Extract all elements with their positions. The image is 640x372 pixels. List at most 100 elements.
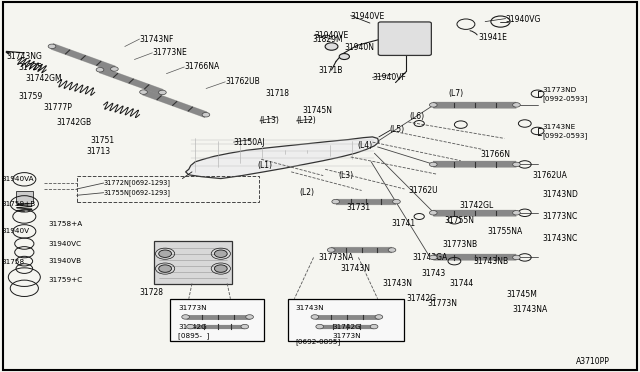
Circle shape <box>140 90 147 94</box>
Text: 31725: 31725 <box>18 63 42 72</box>
Circle shape <box>328 248 335 252</box>
Text: 31940VF: 31940VF <box>372 73 406 82</box>
Circle shape <box>202 112 210 117</box>
Text: (L5): (L5) <box>389 125 404 134</box>
Bar <box>170 299 264 341</box>
Text: 3171B: 3171B <box>319 66 343 75</box>
Text: 31755N: 31755N <box>445 216 475 225</box>
Circle shape <box>96 68 104 72</box>
Text: 31941E: 31941E <box>479 33 508 42</box>
Text: 31777P: 31777P <box>44 103 72 112</box>
Text: 31762U: 31762U <box>408 186 438 195</box>
Text: 31940VC: 31940VC <box>48 241 81 247</box>
Text: [0692-0895]: [0692-0895] <box>296 338 341 345</box>
Text: 31743NC: 31743NC <box>543 234 578 243</box>
Polygon shape <box>186 137 379 179</box>
Text: 31743NF: 31743NF <box>140 35 174 44</box>
Text: [0992-0593]: [0992-0593] <box>543 95 588 102</box>
Text: 31150AJ: 31150AJ <box>234 138 265 147</box>
Circle shape <box>332 199 339 204</box>
Text: (L2): (L2) <box>300 188 314 197</box>
Text: 31773ND: 31773ND <box>543 87 577 93</box>
Text: 31755NA: 31755NA <box>488 227 523 236</box>
Bar <box>77 176 259 202</box>
Text: 31773N: 31773N <box>428 299 458 308</box>
Text: 31713: 31713 <box>86 147 111 156</box>
Circle shape <box>429 255 437 260</box>
Text: 31773NA: 31773NA <box>319 253 354 262</box>
Text: (L6): (L6) <box>410 112 425 121</box>
Text: 31743NG: 31743NG <box>6 52 42 61</box>
Text: 31773N: 31773N <box>178 305 207 311</box>
Text: 31745N: 31745N <box>302 106 332 115</box>
Circle shape <box>513 162 520 167</box>
Text: 31743N: 31743N <box>383 279 413 288</box>
Circle shape <box>159 90 166 94</box>
Circle shape <box>311 315 319 319</box>
Text: 31751: 31751 <box>91 136 115 145</box>
Text: 31773N: 31773N <box>333 333 362 339</box>
Text: 31743: 31743 <box>421 269 445 278</box>
Bar <box>288 299 404 341</box>
Circle shape <box>325 43 338 50</box>
Circle shape <box>513 255 520 260</box>
Circle shape <box>339 54 349 60</box>
Circle shape <box>429 162 437 167</box>
Text: 31742G: 31742G <box>406 294 436 303</box>
Circle shape <box>375 315 383 319</box>
Text: 31772N[0692-1293]: 31772N[0692-1293] <box>104 180 171 186</box>
Text: 31773NC: 31773NC <box>543 212 578 221</box>
Circle shape <box>159 265 172 272</box>
Circle shape <box>214 265 227 272</box>
Text: 31755N[0692-1293]: 31755N[0692-1293] <box>104 189 171 196</box>
FancyBboxPatch shape <box>378 22 431 55</box>
Text: 31744: 31744 <box>449 279 474 288</box>
Text: 31940N: 31940N <box>344 43 374 52</box>
Text: (L3): (L3) <box>338 171 353 180</box>
Text: 31731: 31731 <box>347 203 371 212</box>
Circle shape <box>159 250 172 257</box>
Text: [0895-  ]: [0895- ] <box>178 332 209 339</box>
Text: 31940V: 31940V <box>1 228 29 234</box>
Text: 31743NE: 31743NE <box>543 124 576 130</box>
Text: 31762UA: 31762UA <box>532 171 567 180</box>
Text: 31758+A: 31758+A <box>48 221 83 227</box>
Bar <box>16 191 33 203</box>
Circle shape <box>513 103 520 107</box>
Text: 31758: 31758 <box>1 259 24 265</box>
Text: 31743N: 31743N <box>340 264 371 273</box>
Text: 31773NE: 31773NE <box>152 48 187 57</box>
Text: 31743N: 31743N <box>296 305 324 311</box>
Text: A3710PP: A3710PP <box>576 357 610 366</box>
Circle shape <box>187 324 195 329</box>
Text: 31773NB: 31773NB <box>443 240 478 249</box>
Text: 31766N: 31766N <box>480 150 510 159</box>
Circle shape <box>429 103 437 107</box>
FancyBboxPatch shape <box>154 241 232 284</box>
Circle shape <box>111 67 118 71</box>
Text: 31743ND: 31743ND <box>543 190 579 199</box>
Text: (L7): (L7) <box>448 89 463 98</box>
Text: 31940VG: 31940VG <box>506 15 541 24</box>
Text: (L4): (L4) <box>357 141 372 150</box>
Text: 31745M: 31745M <box>507 290 538 299</box>
Text: 31742G: 31742G <box>178 324 207 330</box>
Circle shape <box>241 324 249 329</box>
Circle shape <box>429 211 437 215</box>
Text: 31742G: 31742G <box>333 324 362 330</box>
Circle shape <box>182 315 189 319</box>
Circle shape <box>48 44 56 49</box>
Circle shape <box>316 324 324 329</box>
Text: 31718: 31718 <box>266 89 289 98</box>
Text: 31940VA: 31940VA <box>1 176 34 182</box>
Text: 31940VE: 31940VE <box>351 12 385 21</box>
Text: 31742GA: 31742GA <box>413 253 448 262</box>
Circle shape <box>392 199 401 204</box>
Text: 31741: 31741 <box>392 219 416 228</box>
Text: 31742GL: 31742GL <box>460 201 494 210</box>
Text: 31940VE: 31940VE <box>315 31 349 40</box>
Text: 31829M: 31829M <box>312 35 343 44</box>
Text: 31728: 31728 <box>140 288 164 296</box>
Text: (L12): (L12) <box>296 116 316 125</box>
Text: 31742GB: 31742GB <box>56 118 92 126</box>
